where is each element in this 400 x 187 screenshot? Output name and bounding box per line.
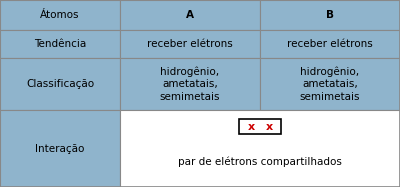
Text: x: x [266, 122, 272, 132]
Text: hidrogênio,
ametatais,
semimetais: hidrogênio, ametatais, semimetais [160, 66, 220, 102]
Text: receber elétrons: receber elétrons [287, 39, 373, 49]
Text: Interação: Interação [35, 143, 85, 154]
Bar [120, 0, 260, 30]
Bar [260, 0, 400, 30]
Bar [120, 110, 400, 187]
Bar [260, 30, 400, 58]
Text: Átomos: Átomos [40, 10, 80, 20]
Text: par de elétrons compartilhados: par de elétrons compartilhados [178, 156, 342, 167]
Text: Tendência: Tendência [34, 39, 86, 49]
Bar [120, 30, 260, 58]
Text: A: A [186, 10, 194, 20]
Text: receber elétrons: receber elétrons [147, 39, 233, 49]
Text: x: x [248, 122, 254, 132]
Bar [0, 58, 120, 110]
Text: B: B [326, 10, 334, 20]
Text: hidrogênio,
ametatais,
semimetais: hidrogênio, ametatais, semimetais [300, 66, 360, 102]
Bar [0, 30, 120, 58]
Text: Classificação: Classificação [26, 79, 94, 89]
Bar [0, 110, 120, 187]
Bar [260, 58, 400, 110]
Bar [239, 119, 281, 134]
Bar [0, 0, 120, 30]
Bar [120, 58, 260, 110]
